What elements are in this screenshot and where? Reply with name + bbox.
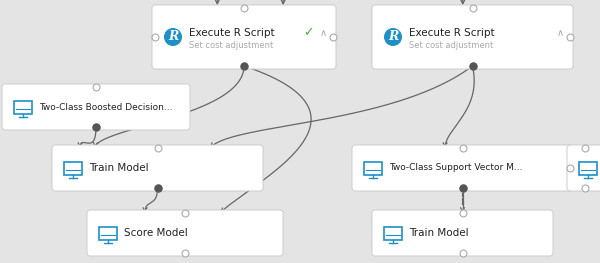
Circle shape <box>164 28 182 46</box>
Text: Set cost adjustment: Set cost adjustment <box>409 41 493 49</box>
FancyBboxPatch shape <box>2 84 190 130</box>
Text: Two-Class Support Vector M...: Two-Class Support Vector M... <box>389 164 523 173</box>
FancyBboxPatch shape <box>567 145 600 191</box>
Text: Execute R Script: Execute R Script <box>189 28 275 38</box>
Text: Execute R Script: Execute R Script <box>409 28 494 38</box>
FancyBboxPatch shape <box>372 5 573 69</box>
Text: Two-Class Boosted Decision...: Two-Class Boosted Decision... <box>39 103 173 112</box>
FancyBboxPatch shape <box>152 5 336 69</box>
Text: ∧: ∧ <box>556 28 563 38</box>
FancyBboxPatch shape <box>52 145 263 191</box>
Text: Train Model: Train Model <box>409 228 469 238</box>
FancyBboxPatch shape <box>352 145 573 191</box>
Text: Train Model: Train Model <box>89 163 149 173</box>
Circle shape <box>384 28 402 46</box>
Text: ∧: ∧ <box>319 28 326 38</box>
Text: Score Model: Score Model <box>124 228 188 238</box>
FancyBboxPatch shape <box>372 210 553 256</box>
Text: R: R <box>388 31 398 43</box>
FancyBboxPatch shape <box>87 210 283 256</box>
Text: R: R <box>168 31 178 43</box>
Text: ✓: ✓ <box>303 27 313 39</box>
Text: Set cost adjustment: Set cost adjustment <box>189 41 273 49</box>
